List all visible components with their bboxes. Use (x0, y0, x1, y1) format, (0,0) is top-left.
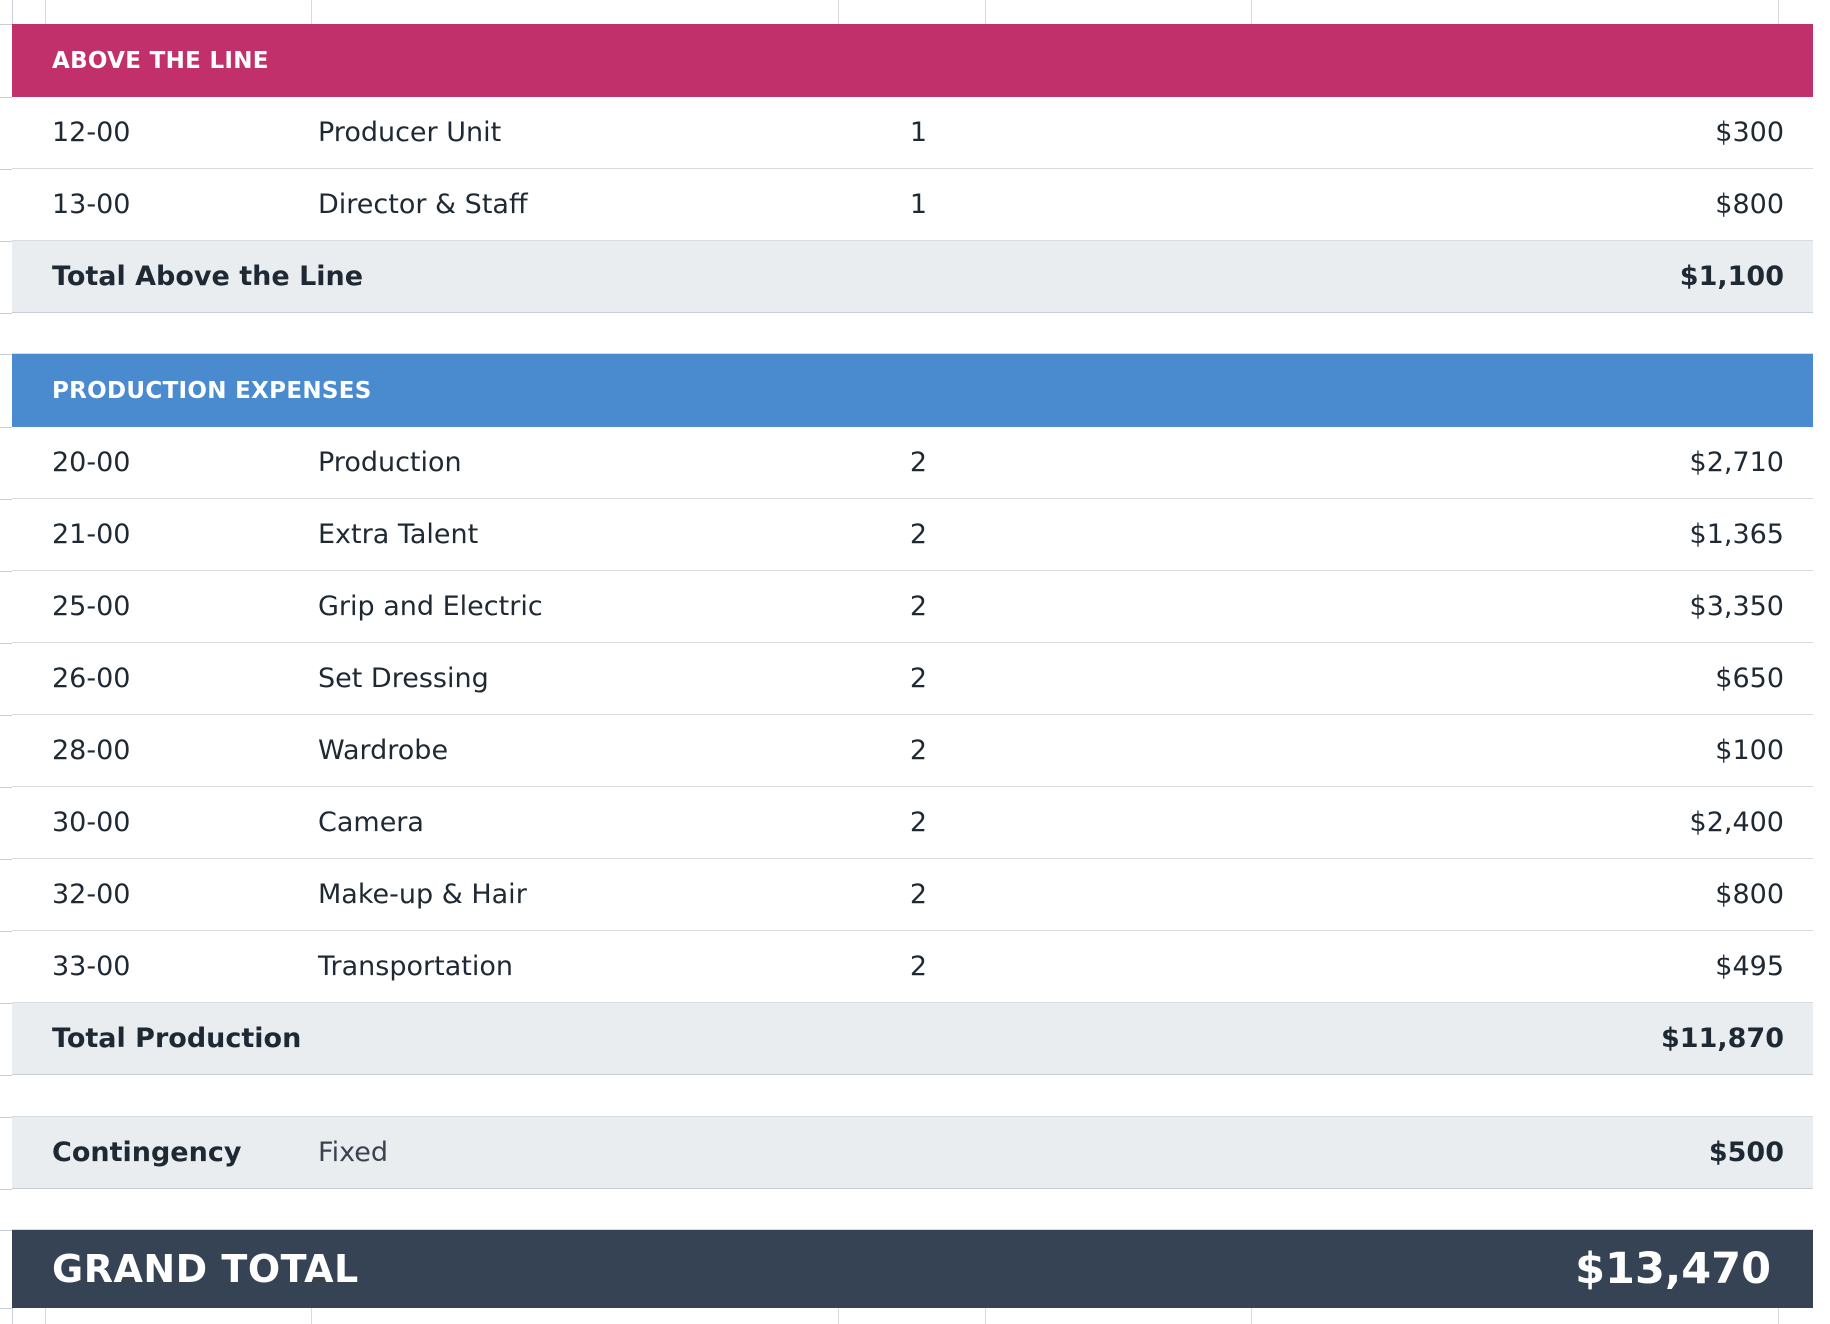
account-code-cell[interactable]: 13-00 (52, 189, 131, 220)
total-above-the-line-row[interactable]: Total Above the Line $1,100 (12, 241, 1813, 313)
account-code-cell[interactable]: 32-00 (52, 879, 131, 910)
account-code-cell[interactable]: 33-00 (52, 951, 131, 982)
table-row[interactable]: 28-00 Wardrobe 2 $100 (12, 715, 1813, 787)
quantity-cell[interactable]: 2 (909, 447, 928, 478)
quantity-cell[interactable]: 2 (909, 519, 928, 550)
account-code-cell[interactable]: 12-00 (52, 117, 131, 148)
description-cell[interactable]: Grip and Electric (318, 591, 543, 622)
section-title: ABOVE THE LINE (52, 47, 269, 74)
amount-cell[interactable]: $100 (1715, 735, 1784, 766)
amount-cell[interactable]: $650 (1715, 663, 1784, 694)
table-row[interactable]: 32-00 Make-up & Hair 2 $800 (12, 859, 1813, 931)
account-code-cell[interactable]: 25-00 (52, 591, 131, 622)
quantity-cell[interactable]: 1 (909, 117, 928, 148)
grand-total-label: GRAND TOTAL (52, 1247, 359, 1291)
table-row[interactable]: 30-00 Camera 2 $2,400 (12, 787, 1813, 859)
quantity-cell[interactable]: 2 (909, 807, 928, 838)
blank-row[interactable] (12, 1189, 1813, 1230)
total-amount[interactable]: $1,100 (1679, 261, 1784, 292)
total-production-row[interactable]: Total Production $11,870 (12, 1003, 1813, 1075)
table-row[interactable]: 13-00 Director & Staff 1 $800 (12, 169, 1813, 241)
table-row[interactable]: 26-00 Set Dressing 2 $650 (12, 643, 1813, 715)
contingency-label: Contingency (52, 1137, 242, 1168)
amount-cell[interactable]: $800 (1715, 189, 1784, 220)
description-cell[interactable]: Producer Unit (318, 117, 502, 148)
quantity-cell[interactable]: 2 (909, 591, 928, 622)
table-row[interactable]: 12-00 Producer Unit 1 $300 (12, 97, 1813, 169)
quantity-cell[interactable]: 1 (909, 189, 928, 220)
account-code-cell[interactable]: 26-00 (52, 663, 131, 694)
contingency-amount[interactable]: $500 (1708, 1137, 1784, 1168)
production-expenses-header[interactable]: PRODUCTION EXPENSES (12, 354, 1813, 427)
quantity-cell[interactable]: 2 (909, 735, 928, 766)
description-cell[interactable]: Director & Staff (318, 189, 528, 220)
account-code-cell[interactable]: 30-00 (52, 807, 131, 838)
description-cell[interactable]: Extra Talent (318, 519, 479, 550)
account-code-cell[interactable]: 20-00 (52, 447, 131, 478)
amount-cell[interactable]: $3,350 (1689, 591, 1784, 622)
description-cell[interactable]: Set Dressing (318, 663, 489, 694)
contingency-row[interactable]: Contingency Fixed $500 (12, 1117, 1813, 1189)
contingency-type[interactable]: Fixed (318, 1137, 388, 1168)
table-row[interactable]: 25-00 Grip and Electric 2 $3,350 (12, 571, 1813, 643)
table-row[interactable]: 21-00 Extra Talent 2 $1,365 (12, 499, 1813, 571)
quantity-cell[interactable]: 2 (909, 879, 928, 910)
above-the-line-header[interactable]: ABOVE THE LINE (12, 24, 1813, 97)
blank-row[interactable] (12, 313, 1813, 354)
total-label: Total Production (52, 1023, 302, 1054)
description-cell[interactable]: Transportation (318, 951, 513, 982)
description-cell[interactable]: Make-up & Hair (318, 879, 527, 910)
account-code-cell[interactable]: 28-00 (52, 735, 131, 766)
total-label: Total Above the Line (52, 261, 364, 292)
grand-total-amount[interactable]: $13,470 (1575, 1244, 1771, 1294)
description-cell[interactable]: Camera (318, 807, 424, 838)
amount-cell[interactable]: $300 (1715, 117, 1784, 148)
grand-total-row[interactable]: GRAND TOTAL $13,470 (12, 1230, 1813, 1308)
blank-row[interactable] (12, 1075, 1813, 1117)
quantity-cell[interactable]: 2 (909, 951, 928, 982)
account-code-cell[interactable]: 21-00 (52, 519, 131, 550)
amount-cell[interactable]: $2,710 (1689, 447, 1784, 478)
amount-cell[interactable]: $800 (1715, 879, 1784, 910)
amount-cell[interactable]: $1,365 (1689, 519, 1784, 550)
amount-cell[interactable]: $2,400 (1689, 807, 1784, 838)
description-cell[interactable]: Production (318, 447, 462, 478)
section-title: PRODUCTION EXPENSES (52, 377, 372, 404)
amount-cell[interactable]: $495 (1715, 951, 1784, 982)
table-row[interactable]: 33-00 Transportation 2 $495 (12, 931, 1813, 1003)
quantity-cell[interactable]: 2 (909, 663, 928, 694)
description-cell[interactable]: Wardrobe (318, 735, 449, 766)
total-amount[interactable]: $11,870 (1661, 1023, 1784, 1054)
table-row[interactable]: 20-00 Production 2 $2,710 (12, 427, 1813, 499)
